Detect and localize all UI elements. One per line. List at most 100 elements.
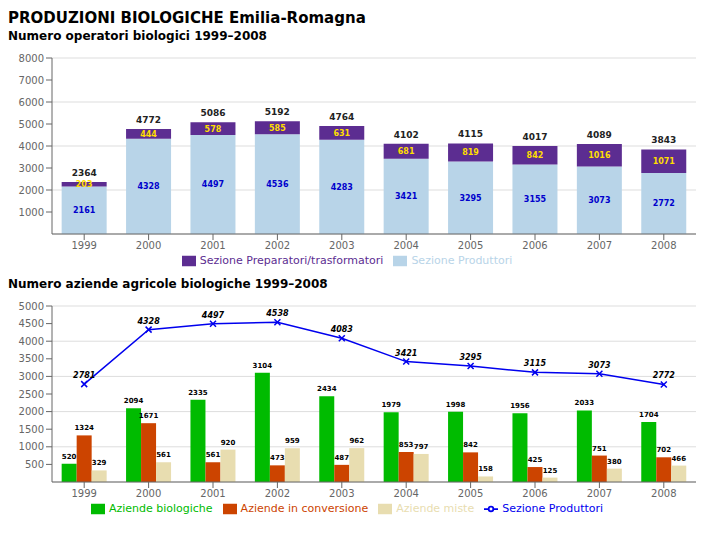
svg-text:2434: 2434 xyxy=(317,385,337,393)
svg-text:4538: 4538 xyxy=(265,309,289,318)
svg-text:4102: 4102 xyxy=(394,130,419,140)
svg-text:3000: 3000 xyxy=(19,371,44,382)
svg-text:1671: 1671 xyxy=(139,412,159,420)
svg-text:125: 125 xyxy=(543,467,558,475)
svg-text:2000: 2000 xyxy=(136,488,161,499)
svg-text:4017: 4017 xyxy=(522,132,547,142)
svg-text:158: 158 xyxy=(478,465,493,473)
svg-text:3155: 3155 xyxy=(524,195,547,204)
svg-text:1016: 1016 xyxy=(588,151,611,160)
svg-text:5192: 5192 xyxy=(265,107,290,117)
svg-text:842: 842 xyxy=(463,441,478,449)
svg-text:561: 561 xyxy=(156,451,171,459)
svg-text:2007: 2007 xyxy=(587,488,612,499)
svg-text:4000: 4000 xyxy=(19,336,44,347)
svg-text:2006: 2006 xyxy=(522,240,547,251)
svg-text:1500: 1500 xyxy=(19,424,44,435)
svg-text:2002: 2002 xyxy=(265,240,290,251)
svg-text:1704: 1704 xyxy=(639,411,659,419)
svg-text:3295: 3295 xyxy=(459,194,482,203)
svg-text:4497: 4497 xyxy=(202,180,224,189)
svg-text:1999: 1999 xyxy=(71,240,96,251)
svg-text:1071: 1071 xyxy=(653,157,676,166)
svg-text:1999: 1999 xyxy=(71,488,96,499)
svg-text:4772: 4772 xyxy=(136,115,161,125)
svg-text:380: 380 xyxy=(607,458,622,466)
svg-text:2007: 2007 xyxy=(587,240,612,251)
svg-text:4089: 4089 xyxy=(587,130,612,140)
svg-text:2008: 2008 xyxy=(651,488,676,499)
svg-text:2001: 2001 xyxy=(200,240,225,251)
svg-text:2004: 2004 xyxy=(393,240,418,251)
svg-text:681: 681 xyxy=(398,147,415,156)
svg-text:2781: 2781 xyxy=(73,371,95,380)
svg-text:500: 500 xyxy=(25,459,44,470)
svg-text:2001: 2001 xyxy=(200,488,225,499)
svg-text:2005: 2005 xyxy=(458,240,483,251)
svg-text:444: 444 xyxy=(140,130,157,139)
svg-text:4083: 4083 xyxy=(330,325,354,334)
svg-text:2500: 2500 xyxy=(19,389,44,400)
svg-text:3421: 3421 xyxy=(395,192,418,201)
svg-text:578: 578 xyxy=(205,125,222,134)
svg-text:1956: 1956 xyxy=(510,402,530,410)
svg-text:962: 962 xyxy=(349,437,364,445)
svg-text:2008: 2008 xyxy=(651,240,676,251)
svg-text:473: 473 xyxy=(270,454,285,462)
svg-text:842: 842 xyxy=(527,151,544,160)
svg-text:2033: 2033 xyxy=(575,399,595,407)
svg-text:4328: 4328 xyxy=(136,317,160,326)
svg-text:2364: 2364 xyxy=(72,168,97,178)
svg-text:4497: 4497 xyxy=(201,311,225,320)
svg-text:2000: 2000 xyxy=(19,185,44,196)
svg-text:8000: 8000 xyxy=(19,53,44,64)
svg-text:4115: 4115 xyxy=(458,129,483,139)
svg-text:3073: 3073 xyxy=(588,361,611,370)
svg-text:3073: 3073 xyxy=(588,196,610,205)
svg-text:4328: 4328 xyxy=(137,182,160,191)
svg-text:2094: 2094 xyxy=(124,397,144,405)
svg-text:3421: 3421 xyxy=(395,349,417,358)
svg-text:3115: 3115 xyxy=(524,359,547,368)
svg-text:2003: 2003 xyxy=(329,488,354,499)
svg-text:2772: 2772 xyxy=(653,371,676,380)
svg-text:819: 819 xyxy=(462,148,479,157)
svg-text:1000: 1000 xyxy=(19,441,44,452)
svg-text:3000: 3000 xyxy=(19,163,44,174)
svg-text:4500: 4500 xyxy=(19,318,44,329)
svg-text:487: 487 xyxy=(334,454,349,462)
svg-text:425: 425 xyxy=(528,456,543,464)
svg-text:1324: 1324 xyxy=(74,424,94,432)
svg-text:561: 561 xyxy=(206,451,221,459)
svg-text:3500: 3500 xyxy=(19,353,44,364)
svg-text:4764: 4764 xyxy=(329,112,354,122)
svg-text:2005: 2005 xyxy=(458,488,483,499)
svg-text:702: 702 xyxy=(656,446,671,454)
svg-text:1998: 1998 xyxy=(446,401,466,409)
svg-text:853: 853 xyxy=(399,441,414,449)
svg-text:2004: 2004 xyxy=(393,488,418,499)
svg-text:5086: 5086 xyxy=(200,108,225,118)
svg-text:1979: 1979 xyxy=(381,401,401,409)
svg-text:203: 203 xyxy=(76,180,93,189)
svg-text:520: 520 xyxy=(62,453,77,461)
svg-text:329: 329 xyxy=(92,459,107,467)
svg-text:797: 797 xyxy=(414,443,429,451)
svg-text:3843: 3843 xyxy=(651,135,676,145)
svg-text:2002: 2002 xyxy=(265,488,290,499)
svg-text:466: 466 xyxy=(671,455,686,463)
svg-text:2161: 2161 xyxy=(73,206,96,215)
svg-text:1000: 1000 xyxy=(19,207,44,218)
svg-text:6000: 6000 xyxy=(19,97,44,108)
svg-text:4283: 4283 xyxy=(331,183,353,192)
svg-text:5000: 5000 xyxy=(19,301,44,312)
svg-text:585: 585 xyxy=(269,124,286,133)
svg-text:920: 920 xyxy=(221,439,236,447)
svg-text:2000: 2000 xyxy=(19,406,44,417)
svg-text:2000: 2000 xyxy=(136,240,161,251)
svg-text:4536: 4536 xyxy=(266,180,289,189)
svg-text:2006: 2006 xyxy=(522,488,547,499)
svg-text:3295: 3295 xyxy=(459,353,482,362)
svg-text:2772: 2772 xyxy=(653,199,675,208)
svg-text:7000: 7000 xyxy=(19,75,44,86)
